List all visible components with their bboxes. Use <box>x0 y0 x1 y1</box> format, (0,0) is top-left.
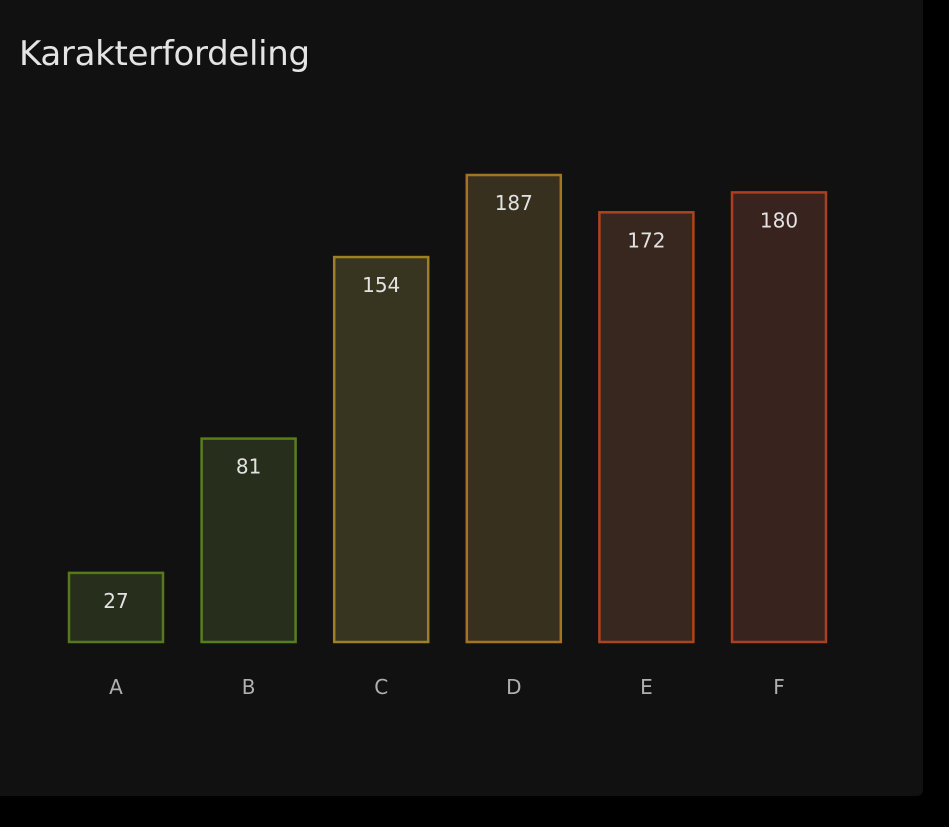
bar-group-b: 81 B <box>200 437 297 699</box>
bar-b[interactable] <box>200 437 297 644</box>
x-tick-label-e: E <box>640 675 653 699</box>
bar-group-e: 172 E <box>598 211 695 699</box>
bar-d[interactable] <box>465 173 563 644</box>
bar-value-label-c: 154 <box>362 273 400 297</box>
bar-group-f: 180 F <box>730 191 828 699</box>
x-tick-label-d: D <box>506 675 521 699</box>
chart-card: Karakterfordeling 27 A 81 B 154 C 187 D 172 E 180 F <box>0 0 923 796</box>
bar-value-label-d: 187 <box>495 191 533 215</box>
bar-chart: 27 A 81 B 154 C 187 D 172 E 180 F <box>67 173 828 699</box>
bar-value-label-b: 81 <box>236 455 261 479</box>
bar-c[interactable] <box>332 255 430 644</box>
x-tick-label-b: B <box>242 675 256 699</box>
bar-value-label-e: 172 <box>627 228 665 252</box>
bar-group-d: 187 D <box>465 173 563 699</box>
chart-title: Karakterfordeling <box>19 34 310 74</box>
bar-a[interactable] <box>67 571 165 644</box>
bar-e[interactable] <box>598 211 695 644</box>
bar-value-label-a: 27 <box>103 589 128 613</box>
bar-f[interactable] <box>730 191 828 644</box>
bar-group-a: 27 A <box>67 571 165 699</box>
x-tick-label-c: C <box>374 675 388 699</box>
x-tick-label-a: A <box>109 675 123 699</box>
x-tick-label-f: F <box>773 675 785 699</box>
bar-group-c: 154 C <box>332 255 430 699</box>
bar-value-label-f: 180 <box>760 208 798 232</box>
